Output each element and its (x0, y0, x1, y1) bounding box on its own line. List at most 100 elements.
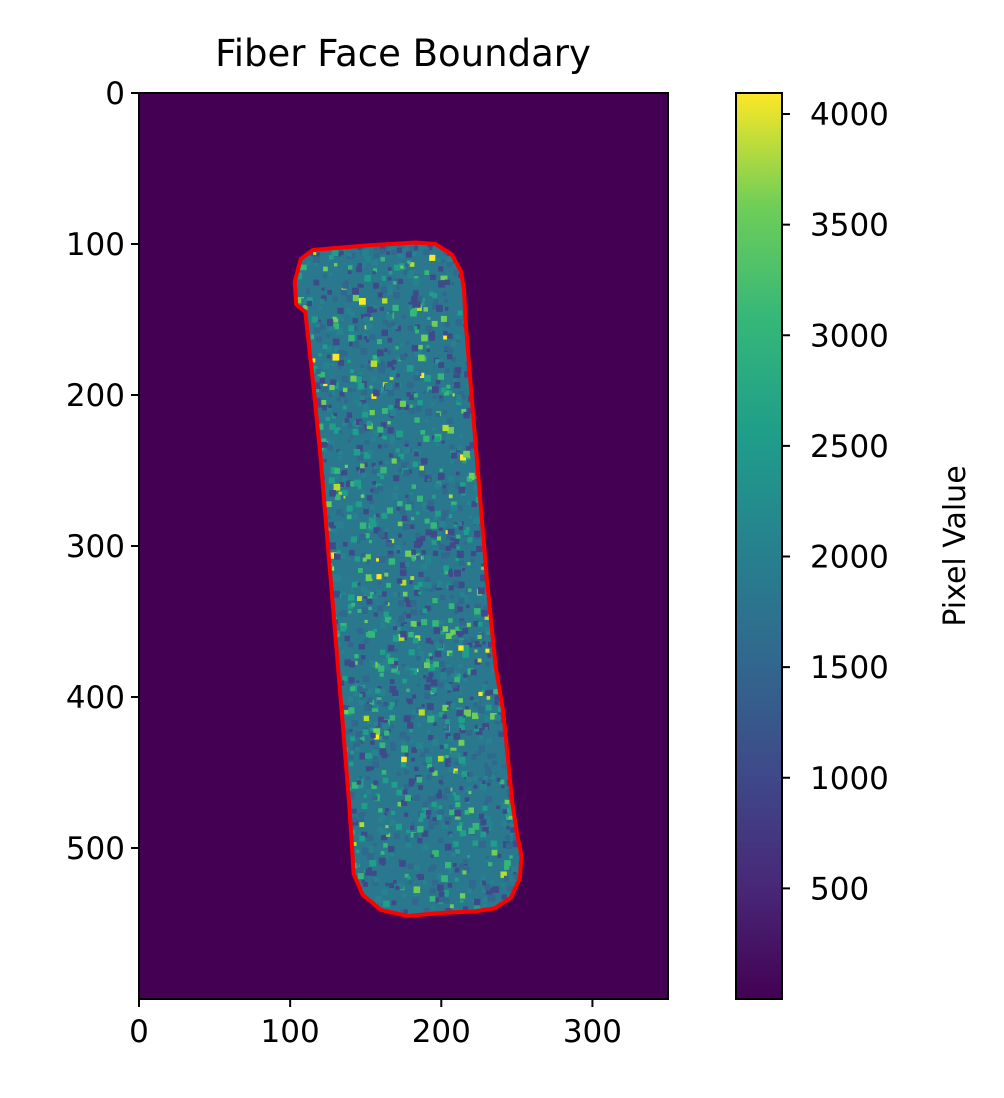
speckle (501, 801, 509, 809)
speckle (404, 909, 408, 914)
speckle (352, 318, 358, 324)
speckle (326, 514, 331, 519)
speckle (381, 752, 388, 759)
speckle (389, 538, 395, 544)
speckle (363, 403, 368, 408)
speckle (393, 833, 400, 839)
speckle (371, 376, 377, 382)
speckle (380, 474, 385, 480)
speckle (406, 382, 414, 389)
speckle (468, 791, 472, 795)
speckle (365, 752, 371, 759)
speckle (417, 621, 422, 627)
speckle (463, 541, 467, 545)
speckle (347, 270, 352, 274)
speckle (507, 885, 513, 892)
speckle (445, 530, 450, 534)
speckle (466, 776, 472, 782)
speckle (461, 394, 466, 400)
speckle (514, 873, 521, 880)
speckle (485, 858, 489, 862)
speckle (416, 450, 421, 455)
speckle (511, 866, 518, 874)
speckle (364, 619, 368, 624)
speckle (401, 314, 406, 319)
speckle (360, 692, 366, 698)
speckle (434, 483, 440, 489)
speckle (307, 297, 313, 303)
speckle (333, 427, 341, 434)
speckle (438, 526, 443, 531)
speckle (484, 715, 491, 722)
speckle (427, 796, 435, 804)
speckle (462, 714, 466, 718)
speckle (404, 873, 409, 878)
speckle (310, 365, 318, 373)
speckle (462, 651, 469, 658)
speckle (373, 389, 377, 393)
speckle (426, 815, 431, 820)
speckle (349, 252, 356, 259)
speckle (455, 482, 462, 489)
speckle (513, 871, 517, 875)
speckle (415, 406, 422, 412)
speckle (424, 270, 430, 275)
speckle (362, 675, 370, 682)
speckle (460, 454, 467, 461)
speckle (344, 635, 350, 642)
speckle (356, 628, 360, 632)
speckle (391, 781, 398, 788)
speckle (372, 308, 377, 313)
speckle (348, 641, 354, 648)
speckle (409, 395, 414, 400)
speckle (494, 718, 500, 725)
speckle (417, 400, 423, 406)
speckle (375, 663, 381, 669)
speckle (416, 645, 422, 650)
speckle (332, 338, 340, 346)
speckle (474, 725, 478, 729)
speckle (363, 336, 368, 340)
speckle (372, 702, 378, 709)
speckle (452, 841, 459, 847)
speckle (336, 633, 340, 638)
speckle (411, 516, 415, 521)
speckle (348, 423, 353, 428)
speckle (470, 696, 474, 701)
speckle (419, 542, 423, 546)
speckle (465, 526, 470, 532)
speckle (447, 735, 454, 742)
speckle (480, 574, 487, 582)
speckle (373, 877, 379, 883)
speckle (355, 746, 360, 752)
speckle (420, 535, 426, 541)
speckle (328, 272, 333, 277)
speckle (421, 564, 428, 570)
speckle (401, 462, 407, 469)
speckle (377, 485, 383, 492)
speckle (357, 283, 362, 288)
speckle (438, 789, 442, 794)
speckle (368, 450, 373, 455)
speckle (440, 315, 447, 322)
speckle (372, 468, 378, 474)
speckle (409, 404, 413, 408)
speckle (429, 254, 436, 261)
speckle (422, 761, 427, 766)
speckle (477, 706, 485, 714)
speckle (454, 382, 461, 389)
speckle (432, 722, 437, 726)
speckle (412, 278, 420, 285)
speckle (332, 353, 340, 361)
speckle (306, 300, 312, 307)
speckle (405, 504, 412, 511)
speckle (435, 442, 439, 446)
speckle (439, 620, 444, 625)
speckle (380, 422, 387, 428)
speckle (337, 307, 344, 315)
speckle (427, 500, 434, 507)
speckle (348, 331, 356, 338)
speckle (376, 697, 382, 702)
speckle (455, 805, 461, 811)
speckle (381, 591, 387, 597)
